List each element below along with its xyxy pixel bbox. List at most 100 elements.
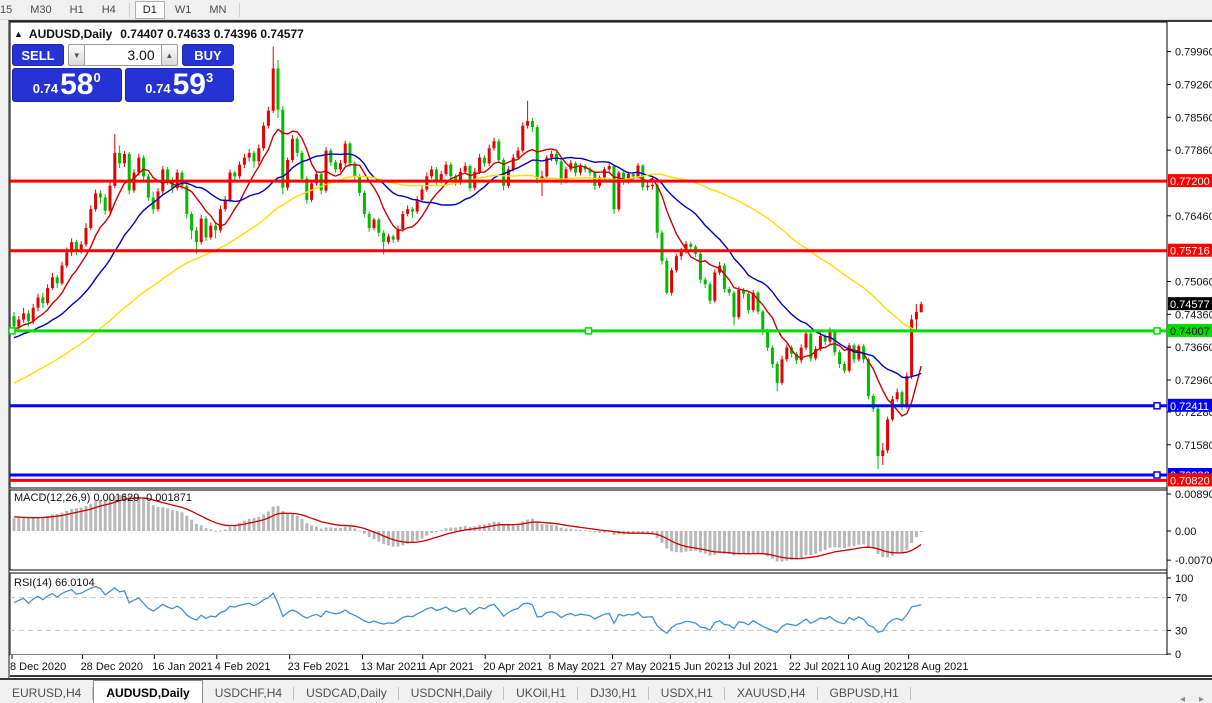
macd-histogram bbox=[12, 493, 923, 562]
buy-price-pip: 3 bbox=[205, 70, 214, 85]
tabs-scroll-left-icon[interactable]: ◂ bbox=[1179, 694, 1185, 703]
macd-indicator-label: MACD(12,26,9) 0.001629 -0.001871 bbox=[14, 492, 192, 504]
chart-tabs-bar: EURUSD,H4 AUDUSD,Daily USDCHF,H4 USDCAD,Dai… bbox=[0, 678, 1212, 703]
macd-name: MACD(12,26,9) bbox=[14, 492, 91, 504]
chart-tab-ukoil-h1[interactable]: UKOil,H1 bbox=[504, 682, 579, 703]
collapse-arrow-icon[interactable]: ▲ bbox=[14, 29, 23, 39]
chart-title: ▲ AUDUSD,Daily 0.74407 0.74633 0.74396 0.7… bbox=[14, 27, 304, 41]
chart-tab-usdcnh-daily[interactable]: USDCNH,Daily bbox=[399, 682, 505, 703]
rsi-name: RSI(14) bbox=[14, 577, 52, 589]
chart-tab-audusd-daily[interactable]: AUDUSD,Daily bbox=[93, 680, 203, 703]
macd-axis[interactable]: 0.008904 0.00 -0.007013 bbox=[1167, 489, 1212, 567]
tabs-scroll-right-icon[interactable]: ▸ bbox=[1198, 694, 1204, 703]
date-label: 4 Feb 2021 bbox=[215, 661, 271, 673]
timeframe-button-h1[interactable]: H1 bbox=[69, 3, 84, 16]
chevron-up-icon: ▲ bbox=[165, 50, 174, 60]
hline-handle[interactable] bbox=[1153, 327, 1161, 335]
sell-price-prefix: 0.74 bbox=[32, 81, 59, 96]
chart-tab-dj30-h1[interactable]: DJ30,H1 bbox=[578, 682, 649, 703]
hline-handle[interactable] bbox=[584, 327, 593, 335]
price-badge-0.74007: 0.74007 bbox=[1170, 326, 1210, 338]
buy-price-prefix: 0.74 bbox=[145, 81, 171, 96]
rsi-indicator-label: RSI(14) 66.0104 bbox=[14, 577, 95, 589]
timeframe-button-15[interactable]: 15 bbox=[0, 3, 13, 16]
price-tick-label: 0.74360 bbox=[1175, 309, 1212, 321]
rsi-tick-label: 100 bbox=[1175, 573, 1193, 585]
volume-input[interactable]: 3.00 bbox=[85, 44, 161, 66]
volume-increase-button[interactable]: ▲ bbox=[160, 44, 179, 66]
sell-price-panel[interactable]: 0.74 58 0 bbox=[12, 68, 122, 102]
date-label: 23 Feb 2021 bbox=[288, 661, 350, 673]
date-label: 27 May 2021 bbox=[610, 661, 674, 673]
hline-handle[interactable] bbox=[1153, 402, 1161, 410]
rsi-line bbox=[13, 585, 922, 635]
sell-price-pip: 0 bbox=[93, 70, 101, 85]
date-label: 28 Aug 2021 bbox=[907, 661, 969, 673]
hline-objects bbox=[8, 179, 1167, 482]
sell-price-big: 58 bbox=[60, 68, 94, 101]
timeframe-button-m30[interactable]: M30 bbox=[30, 3, 52, 16]
time-axis[interactable]: 8 Dec 2020 28 Dec 2020 16 Jan 2021 4 Feb 20… bbox=[10, 655, 968, 673]
chevron-down-icon: ▼ bbox=[72, 50, 81, 60]
date-label: 8 Dec 2020 bbox=[10, 661, 66, 673]
toolbar-separator bbox=[239, 2, 241, 17]
price-tick-label: 0.78560 bbox=[1175, 112, 1212, 124]
rsi-value: 66.0104 bbox=[54, 577, 95, 589]
timeframe-toolbar: 15 M30 H1 H4 D1 W1 MN bbox=[0, 0, 1212, 20]
macd-tick-label: -0.007013 bbox=[1175, 555, 1212, 567]
price-badge-0.70820: 0.70820 bbox=[1170, 475, 1210, 487]
rsi-tick-label: 30 bbox=[1175, 625, 1187, 637]
rsi-axis[interactable]: 100 70 30 0 bbox=[1167, 573, 1193, 661]
date-label: 15 Jun 2021 bbox=[668, 661, 729, 673]
macd-tick-label: 0.00 bbox=[1175, 526, 1196, 538]
timeframe-button-mn[interactable]: MN bbox=[209, 3, 227, 16]
price-axis[interactable]: 0.79960 0.79260 0.78560 0.77860 0.76460 0.750… bbox=[1167, 47, 1212, 452]
price-tick-label: 0.76460 bbox=[1175, 211, 1212, 223]
sell-button[interactable]: SELL bbox=[12, 44, 64, 66]
date-label: 1 Apr 2021 bbox=[421, 661, 474, 673]
chart-tab-usdchf-h4[interactable]: USDCHF,H4 bbox=[203, 682, 295, 703]
buy-price-panel[interactable]: 0.74 59 3 bbox=[124, 68, 234, 102]
price-tick-label: 0.79960 bbox=[1175, 47, 1212, 59]
date-label: 16 Jan 2021 bbox=[152, 661, 213, 673]
chart-ohlc-values: 0.74407 0.74633 0.74396 0.74577 bbox=[120, 27, 304, 41]
tab-scroll-nav: ◂ ▸ bbox=[1180, 694, 1212, 703]
rsi-tick-label: 70 bbox=[1175, 593, 1187, 605]
date-label: 10 Aug 2021 bbox=[847, 661, 909, 673]
timeframe-button-h4[interactable]: H4 bbox=[101, 3, 116, 16]
ma-mid-line bbox=[13, 153, 922, 379]
hline-handle[interactable] bbox=[8, 327, 16, 335]
hline-handle[interactable] bbox=[1153, 471, 1161, 479]
chart-tab-usdcad-daily[interactable]: USDCAD,Daily bbox=[294, 682, 399, 703]
macd-values: 0.001629 -0.001871 bbox=[93, 492, 192, 504]
price-badge-0.72411: 0.72411 bbox=[1170, 401, 1209, 413]
date-label: 3 Jul 2021 bbox=[727, 661, 778, 673]
buy-button[interactable]: BUY bbox=[182, 44, 235, 66]
date-label: 20 Apr 2021 bbox=[483, 661, 542, 673]
date-label: 22 Jul 2021 bbox=[789, 661, 846, 673]
price-tick-label: 0.71580 bbox=[1175, 440, 1212, 452]
one-click-trade-panel: SELL ▼ 3.00 ▲ BUY 0.74 58 0 0.74 59 3 bbox=[12, 44, 235, 102]
price-badge-0.75716: 0.75716 bbox=[1170, 246, 1210, 258]
timeframe-button-d1[interactable]: D1 bbox=[134, 0, 165, 19]
date-label: 13 Mar 2021 bbox=[361, 661, 423, 673]
buy-price-big: 59 bbox=[172, 68, 206, 101]
price-tick-label: 0.77860 bbox=[1175, 145, 1212, 157]
chart-symbol-label: AUDUSD,Daily bbox=[28, 27, 113, 41]
price-badge-0.77200: 0.77200 bbox=[1170, 176, 1210, 188]
macd-tick-label: 0.008904 bbox=[1175, 489, 1212, 501]
price-tick-label: 0.73660 bbox=[1175, 342, 1212, 354]
date-label: 8 May 2021 bbox=[548, 661, 605, 673]
chart-tab-eurusd-h4[interactable]: EURUSD,H4 bbox=[0, 682, 94, 703]
toolbar-separator bbox=[128, 2, 130, 17]
price-axis-badges: 0.772000.757160.745770.740070.724110.709… bbox=[1168, 174, 1212, 487]
macd-signal-line bbox=[13, 497, 922, 560]
chart-tab-xauusd-h4[interactable]: XAUUSD,H4 bbox=[725, 682, 818, 703]
volume-decrease-button[interactable]: ▼ bbox=[68, 44, 86, 66]
chart-tab-gbpusd-h1[interactable]: GBPUSD,H1 bbox=[818, 682, 912, 703]
pane-frames bbox=[9, 21, 1212, 677]
chart-tab-usdx-h1[interactable]: USDX,H1 bbox=[649, 682, 725, 703]
timeframe-button-w1[interactable]: W1 bbox=[174, 3, 192, 16]
